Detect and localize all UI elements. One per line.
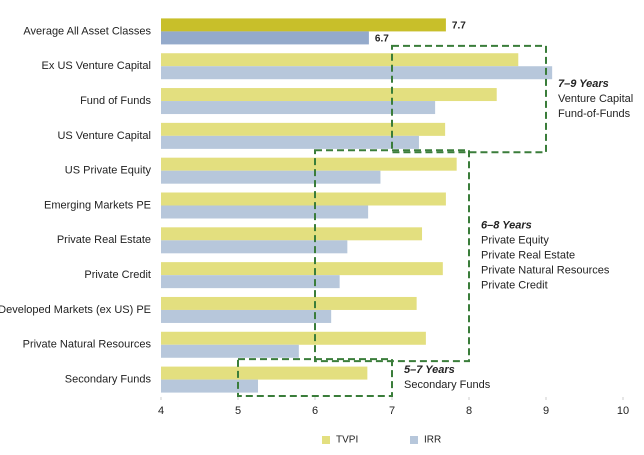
bar — [161, 309, 332, 323]
y-tick-label: Developed Markets (ex US) PE — [0, 304, 151, 316]
annotation-box — [237, 358, 393, 398]
annotation-box — [391, 44, 547, 154]
legend-swatch — [410, 436, 418, 444]
annotation-line: Private Natural Resources — [481, 265, 610, 277]
annotation-line: Secondary Funds — [404, 379, 491, 391]
y-tick-label: Fund of Funds — [80, 95, 151, 107]
bar — [161, 122, 446, 136]
x-tick-label: 8 — [466, 405, 472, 417]
bar — [161, 240, 348, 254]
annotation-line: Fund-of-Funds — [558, 108, 631, 120]
y-tick-label: US Venture Capital — [57, 130, 151, 142]
x-tick-label: 6 — [312, 405, 318, 417]
y-tick-label: Private Credit — [84, 269, 151, 281]
annotation-line: Private Credit — [481, 280, 548, 292]
bar — [161, 379, 259, 393]
y-tick-label: Secondary Funds — [65, 373, 152, 385]
value-label: 7.7 — [452, 21, 466, 32]
x-tick-label: 4 — [158, 405, 164, 417]
y-tick-label: Emerging Markets PE — [44, 199, 151, 211]
y-tick-label: US Private Equity — [65, 165, 152, 177]
annotation-title: 6–8 Years — [481, 220, 532, 232]
x-tick-label: 9 — [543, 405, 549, 417]
legend-swatch — [322, 436, 330, 444]
y-tick-label: Private Natural Resources — [23, 339, 152, 351]
bar — [161, 66, 553, 80]
annotation-line: Venture Capital — [558, 93, 633, 105]
annotation-title: 7–9 Years — [558, 78, 609, 90]
bar — [161, 296, 417, 310]
bar — [161, 170, 381, 184]
bar — [161, 262, 443, 276]
bar — [161, 18, 446, 32]
bar — [161, 88, 497, 102]
value-label: 6.7 — [375, 34, 389, 45]
y-tick-label: Average All Asset Classes — [23, 25, 151, 37]
bar — [161, 344, 299, 358]
bar — [161, 101, 436, 115]
legend-label: TVPI — [336, 435, 358, 446]
bar — [161, 366, 368, 380]
annotation-line: Private Real Estate — [481, 250, 575, 262]
bar — [161, 275, 340, 289]
bar — [161, 53, 519, 67]
bar — [161, 331, 426, 345]
annotation-line: Private Equity — [481, 235, 549, 247]
x-tick-label: 10 — [617, 405, 629, 417]
x-tick-label: 5 — [235, 405, 241, 417]
y-tick-label: Private Real Estate — [57, 234, 151, 246]
y-tick-label: Ex US Venture Capital — [42, 60, 151, 72]
annotation-title: 5–7 Years — [404, 364, 455, 376]
x-tick-label: 7 — [389, 405, 395, 417]
bar — [161, 157, 457, 171]
bar — [161, 31, 369, 45]
legend-label: IRR — [424, 435, 441, 446]
bar — [161, 227, 423, 241]
bar — [161, 205, 369, 219]
bar — [161, 192, 446, 206]
bar — [161, 135, 419, 149]
